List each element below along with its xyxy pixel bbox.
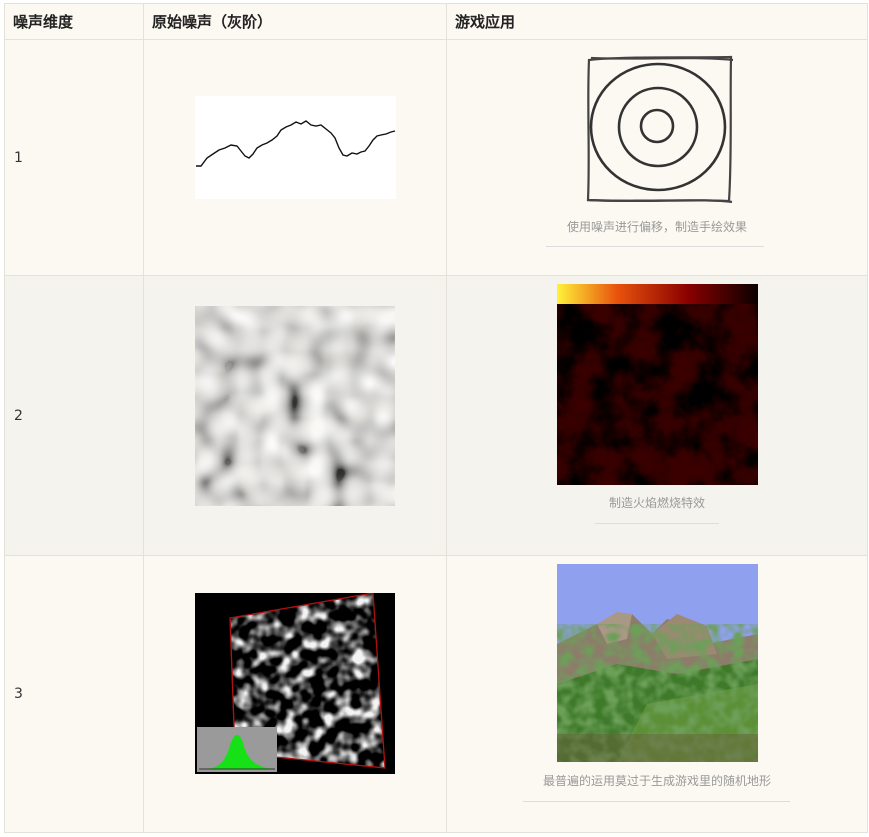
caption-underline: [595, 523, 719, 524]
header-raw-noise: 原始噪声（灰阶）: [143, 3, 447, 40]
image-caption: 制造火焰燃烧特效: [608, 496, 705, 510]
header-game-application: 游戏应用: [446, 3, 868, 40]
dimension-cell: 2: [4, 275, 144, 556]
dimension-cell: 1: [4, 39, 144, 276]
dimension-cell: 3: [4, 555, 144, 833]
raw-noise-cell: [143, 275, 447, 556]
table-row: 3: [4, 555, 868, 833]
header-row: 噪声维度 原始噪声（灰阶） 游戏应用: [4, 3, 868, 40]
fire-effect-image: [557, 284, 758, 485]
header-dimension: 噪声维度: [4, 3, 144, 40]
raw-noise-cell: [143, 39, 447, 276]
noise-2d-image: [195, 306, 395, 506]
noise-3d-image: [195, 593, 395, 774]
table-row: 2: [4, 275, 868, 556]
table-row: 1 使用噪声进行偏移，制造手绘效果: [4, 39, 868, 276]
hand-drawn-circles-image: [586, 55, 734, 204]
raw-noise-cell: [143, 555, 447, 833]
terrain-image: [557, 564, 758, 762]
image-caption: 最普遍的运用莫过于生成游戏里的随机地形: [542, 774, 771, 788]
game-application-cell: 最普遍的运用莫过于生成游戏里的随机地形: [446, 555, 868, 833]
noise-1d-image: [195, 96, 396, 199]
caption-underline: [546, 246, 764, 247]
caption-underline: [523, 801, 790, 802]
image-caption: 使用噪声进行偏移，制造手绘效果: [566, 220, 747, 234]
game-application-cell: 使用噪声进行偏移，制造手绘效果: [446, 39, 868, 276]
game-application-cell: 制造火焰燃烧特效: [446, 275, 868, 556]
noise-table: 噪声维度 原始噪声（灰阶） 游戏应用 1 使用: [4, 3, 868, 833]
